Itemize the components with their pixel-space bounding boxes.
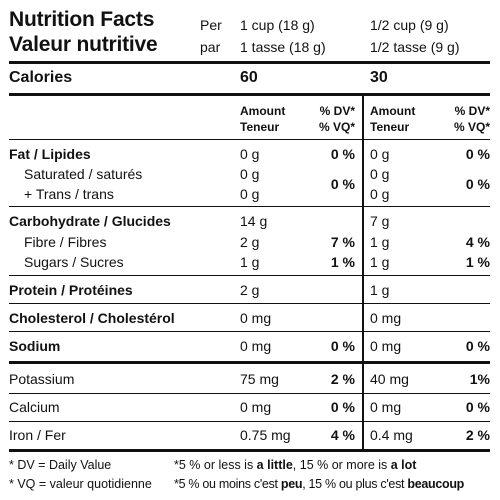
teneur-header-2: Teneur	[370, 120, 410, 134]
sugars-label: Sugars / Sucres	[24, 254, 124, 270]
footnote-percent-guide-fr: *5 % ou moins c'est peu, 15 % ou plus c'…	[174, 477, 465, 491]
thick-divider	[9, 361, 490, 364]
divider	[9, 421, 490, 422]
fibre-amount-serving2: 1 g	[370, 234, 390, 250]
thick-divider	[9, 449, 490, 452]
sat-trans-dv-serving1: 0 %	[330, 176, 355, 192]
cholesterol-amount-serving2: 0 mg	[370, 310, 402, 326]
title-fr: Valeur nutritive	[9, 33, 158, 56]
vq-header-1: % VQ*	[318, 120, 355, 134]
sodium-label: Sodium	[9, 338, 61, 354]
calories-label: Calories	[9, 69, 73, 86]
iron-dv-serving2: 2 %	[465, 427, 490, 443]
trans-amount-serving2: 0 g	[370, 186, 390, 202]
calcium-amount-serving1: 0 mg	[240, 399, 272, 415]
footnote-dv-definition: * DV = Daily Value	[9, 458, 112, 472]
sodium-dv-serving2: 0 %	[465, 338, 490, 354]
carb-label: Carbohydrate / Glucides	[9, 213, 171, 229]
saturated-label: Saturated / saturés	[24, 166, 143, 182]
carb-amount-serving1: 14 g	[240, 213, 268, 229]
saturated-amount-serving1: 0 g	[240, 166, 260, 182]
fibre-amount-serving1: 2 g	[240, 234, 260, 250]
iron-label: Iron / Fer	[9, 427, 66, 443]
calories-value-serving1: 60	[240, 69, 258, 86]
iron-dv-serving1: 4 %	[330, 427, 355, 443]
serving2-fr: 1/2 tasse (9 g)	[370, 39, 460, 55]
serving1-fr: 1 tasse (18 g)	[240, 39, 326, 55]
calcium-label: Calcium	[9, 399, 60, 415]
divider	[9, 206, 490, 207]
potassium-label: Potassium	[9, 371, 75, 387]
saturated-amount-serving2: 0 g	[370, 166, 390, 182]
amount-header-2: Amount	[370, 104, 416, 118]
iron-amount-serving1: 0.75 mg	[240, 427, 291, 443]
potassium-dv-serving2: 1%	[469, 371, 490, 387]
footnote-vq-definition: * VQ = valeur quotidienne	[9, 477, 152, 491]
per-fr: par	[200, 39, 221, 55]
column-separator	[362, 93, 364, 449]
calcium-dv-serving1: 0 %	[330, 399, 355, 415]
divider	[9, 393, 490, 394]
per-en: Per	[200, 17, 222, 33]
sodium-dv-serving1: 0 %	[330, 338, 355, 354]
fat-amount-serving1: 0 g	[240, 146, 260, 162]
potassium-amount-serving1: 75 mg	[240, 371, 279, 387]
protein-amount-serving1: 2 g	[240, 282, 260, 298]
calories-divider	[9, 93, 490, 96]
divider	[9, 139, 490, 140]
dv-header-2: % DV*	[454, 104, 490, 118]
iron-amount-serving2: 0.4 mg	[370, 427, 413, 443]
footnote-percent-guide-en: *5 % or less is a little, 15 % or more i…	[174, 458, 417, 472]
divider	[9, 303, 490, 304]
calcium-amount-serving2: 0 mg	[370, 399, 402, 415]
divider	[9, 331, 490, 332]
divider	[9, 275, 490, 276]
protein-label: Protein / Protéines	[9, 282, 133, 298]
trans-label: + Trans / trans	[24, 186, 114, 202]
sugars-dv-serving1: 1 %	[330, 254, 355, 270]
serving2-en: 1/2 cup (9 g)	[370, 17, 449, 33]
teneur-header-1: Teneur	[240, 120, 280, 134]
protein-amount-serving2: 1 g	[370, 282, 390, 298]
dv-header-1: % DV*	[319, 104, 355, 118]
fat-dv-serving2: 0 %	[465, 146, 490, 162]
sugars-amount-serving1: 1 g	[240, 254, 260, 270]
cholesterol-amount-serving1: 0 mg	[240, 310, 272, 326]
fibre-label: Fibre / Fibres	[24, 234, 107, 250]
amount-header-1: Amount	[240, 104, 286, 118]
sugars-dv-serving2: 1 %	[465, 254, 490, 270]
title-en: Nutrition Facts	[9, 8, 155, 31]
carb-amount-serving2: 7 g	[370, 213, 390, 229]
serving1-en: 1 cup (18 g)	[240, 17, 315, 33]
fibre-dv-serving1: 7 %	[330, 234, 355, 250]
potassium-dv-serving1: 2 %	[330, 371, 355, 387]
calcium-dv-serving2: 0 %	[465, 399, 490, 415]
sodium-amount-serving1: 0 mg	[240, 338, 272, 354]
calories-value-serving2: 30	[370, 69, 388, 86]
fat-label: Fat / Lipides	[9, 146, 91, 162]
vq-header-2: % VQ*	[453, 120, 490, 134]
sugars-amount-serving2: 1 g	[370, 254, 390, 270]
fat-amount-serving2: 0 g	[370, 146, 390, 162]
fat-dv-serving1: 0 %	[330, 146, 355, 162]
sodium-amount-serving2: 0 mg	[370, 338, 402, 354]
sat-trans-dv-serving2: 0 %	[465, 176, 490, 192]
fibre-dv-serving2: 4 %	[465, 234, 490, 250]
trans-amount-serving1: 0 g	[240, 186, 260, 202]
cholesterol-label: Cholesterol / Cholestérol	[9, 310, 175, 326]
thick-divider	[9, 61, 490, 64]
potassium-amount-serving2: 40 mg	[370, 371, 409, 387]
